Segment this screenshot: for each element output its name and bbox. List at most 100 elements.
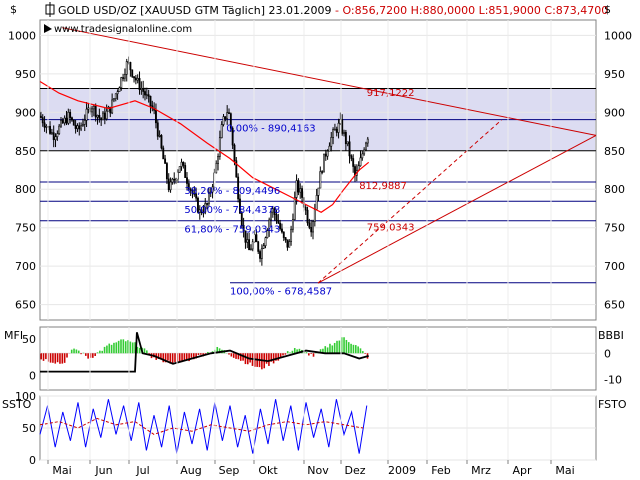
x-tick-label: Okt: [258, 464, 278, 477]
candle-body: [321, 171, 324, 173]
candle-body: [266, 230, 269, 239]
candle-body: [346, 141, 349, 145]
candle-body: [251, 241, 254, 250]
candle-body: [165, 163, 168, 180]
mfi-panel[interactable]: 0 -10 50 0: [22, 332, 622, 387]
candle-body: [242, 224, 245, 232]
mfi-panel-left-label: MFI: [4, 329, 23, 342]
candle-body: [246, 239, 249, 243]
candle-body: [54, 136, 57, 141]
candle-body: [333, 128, 336, 131]
price-y-tick-right: 1000: [604, 29, 632, 42]
mfi-y-tick-left: 0: [29, 369, 36, 382]
fib-label: 0,00% - 890,4163: [226, 124, 315, 135]
candle-body: [191, 190, 194, 194]
candle-body: [313, 209, 316, 222]
stoch-slow-line: [39, 417, 364, 435]
candle-body: [149, 95, 152, 107]
candle-body: [317, 187, 320, 196]
candle-body: [344, 132, 347, 145]
candle-body: [229, 113, 232, 129]
candle-body: [197, 197, 199, 213]
candle-body: [220, 124, 223, 139]
fib-label: 50,00% - 784,4378: [184, 205, 280, 216]
candle-body: [330, 137, 333, 147]
candle-body: [136, 78, 139, 81]
price-y-tick-left: 800: [15, 183, 36, 196]
candle-body: [58, 125, 61, 134]
candle-body: [226, 112, 229, 119]
price-y-tick-right: 950: [604, 68, 625, 81]
candle-body: [91, 108, 93, 113]
candle-body: [120, 77, 123, 89]
candle-body: [198, 209, 201, 213]
candle-body: [237, 176, 240, 200]
candle-body: [114, 93, 117, 99]
candle-body: [306, 209, 309, 224]
mfi-line: [40, 332, 369, 373]
candle-body: [45, 126, 48, 128]
candle-body: [41, 117, 44, 124]
candle-body: [133, 76, 135, 79]
price-panel-right-label: $: [604, 3, 611, 16]
candle-body: [74, 124, 77, 129]
candle-body: [235, 160, 238, 178]
candle-body: [343, 132, 345, 134]
candle-body: [131, 69, 134, 77]
candle-body: [76, 125, 79, 129]
price-panel[interactable]: 650 650 700 700 750 750 800 800 850 850 900 900 950 9…: [8, 27, 632, 312]
candle-body: [171, 178, 174, 183]
price-y-tick-right: 750: [604, 222, 625, 235]
candle-body: [134, 77, 137, 81]
price-y-tick-left: 900: [15, 106, 36, 119]
stoch-y-tick: 0: [29, 454, 36, 467]
candle-body: [71, 117, 73, 121]
candle-body: [122, 77, 125, 79]
candle-body: [85, 108, 88, 121]
candle-body: [125, 61, 128, 75]
candle-body: [255, 234, 258, 243]
candle-body: [63, 117, 66, 124]
stochastic-panel[interactable]: 0 50 100: [15, 390, 596, 467]
candle-body: [118, 87, 121, 92]
candle-body: [215, 163, 218, 174]
price-y-tick-right: 900: [604, 106, 625, 119]
candle-body: [348, 141, 351, 157]
candle-body: [56, 133, 59, 137]
level-label: 759,0343: [367, 223, 415, 234]
x-tick-label: Aug: [180, 464, 201, 477]
candle-body: [193, 193, 196, 195]
price-y-tick-right: 700: [604, 260, 625, 273]
candle-body: [209, 191, 212, 194]
mfi-y-tick-right: 0: [604, 347, 611, 360]
level-label: 812,9887: [359, 181, 407, 192]
price-y-tick-right: 850: [604, 145, 625, 158]
candle-body: [366, 138, 369, 144]
candle-body: [187, 183, 190, 190]
candle-body: [244, 230, 247, 243]
candle-body: [218, 137, 221, 157]
candle-body: [52, 132, 55, 141]
candle-body: [175, 178, 177, 181]
candle-body: [147, 94, 150, 97]
chart-header: GOLD USD/OZ [XAUUSD GTM Täglich] 23.01.2…: [2, 2, 627, 411]
candle-body: [140, 88, 143, 90]
candle-body: [277, 220, 280, 224]
candle-body: [138, 78, 141, 90]
mfi-panel-right-label: BBBI: [598, 329, 624, 342]
fib-label: 100,00% - 678,4587: [230, 287, 332, 298]
candle-body: [195, 193, 198, 199]
candle-body: [286, 239, 289, 248]
candle-body: [341, 119, 344, 134]
x-tick-label: Dez: [344, 464, 365, 477]
candle-body: [270, 211, 272, 221]
mfi-y-tick-right: -10: [604, 374, 622, 387]
candle-body: [350, 155, 353, 159]
candle-body: [49, 126, 51, 134]
candle-body: [98, 115, 101, 119]
candle-body: [259, 251, 261, 259]
candle-body: [352, 158, 355, 167]
candle-body: [113, 98, 115, 101]
candle-body: [182, 161, 185, 166]
